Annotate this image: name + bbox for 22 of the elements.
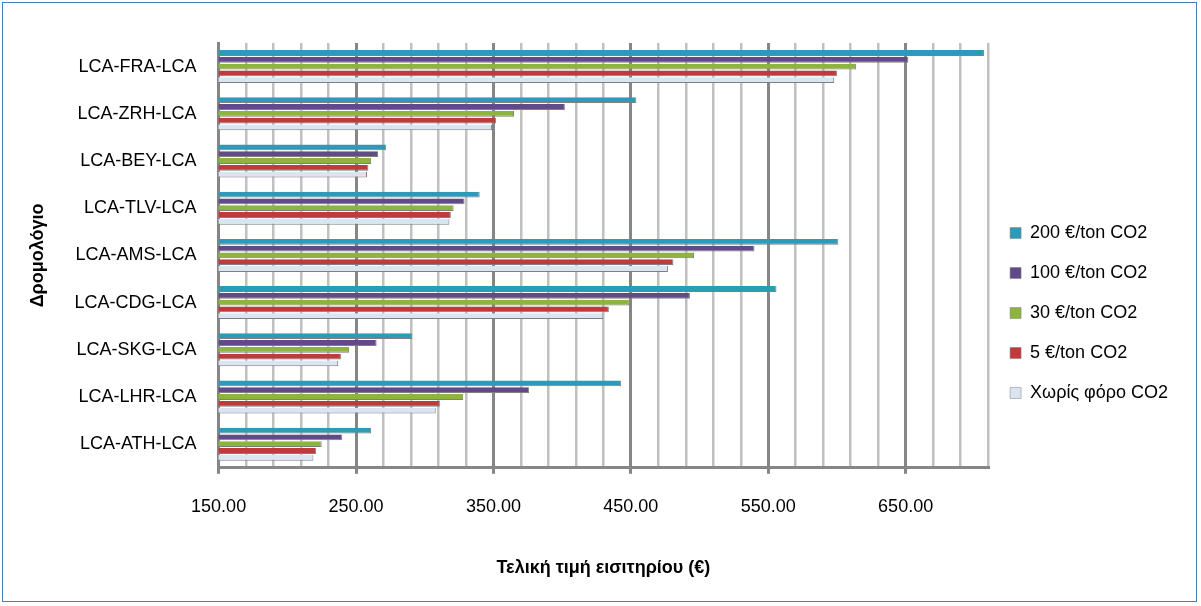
x-tick-label: 250.00 <box>328 495 384 516</box>
legend-label: 100 €/ton CO2 <box>1030 261 1148 282</box>
legend-label: 200 €/ton CO2 <box>1030 221 1148 242</box>
x-tick-label: 150.00 <box>191 495 247 516</box>
y-tick-label: LCA-SKG-LCA <box>76 338 197 359</box>
y-tick-label: LCA-FRA-LCA <box>78 55 197 76</box>
legend-label: 5 €/ton CO2 <box>1030 341 1128 362</box>
x-axis-title: Τελική τιμή εισιτηρίου (€) <box>496 557 711 578</box>
y-tick-label: LCA-ZRH-LCA <box>77 102 197 123</box>
y-tick-label: LCA-ATH-LCA <box>79 433 197 454</box>
x-tick-label: 450.00 <box>603 495 659 516</box>
x-tick-label: 550.00 <box>740 495 796 516</box>
y-tick-label: LCA-AMS-LCA <box>75 244 197 265</box>
legend-label: Χωρίς φόρο CO2 <box>1030 381 1168 402</box>
x-tick-label: 350.00 <box>465 495 521 516</box>
y-tick-label: LCA-CDG-LCA <box>74 291 197 312</box>
x-tick-label: 650.00 <box>878 495 934 516</box>
y-tick-label: LCA-BEY-LCA <box>80 149 197 170</box>
y-tick-label: LCA-TLV-LCA <box>83 197 197 218</box>
legend-label: 30 €/ton CO2 <box>1030 301 1138 322</box>
y-axis-title: Δρομολόγιο <box>26 203 47 308</box>
y-tick-label: LCA-LHR-LCA <box>78 385 197 406</box>
